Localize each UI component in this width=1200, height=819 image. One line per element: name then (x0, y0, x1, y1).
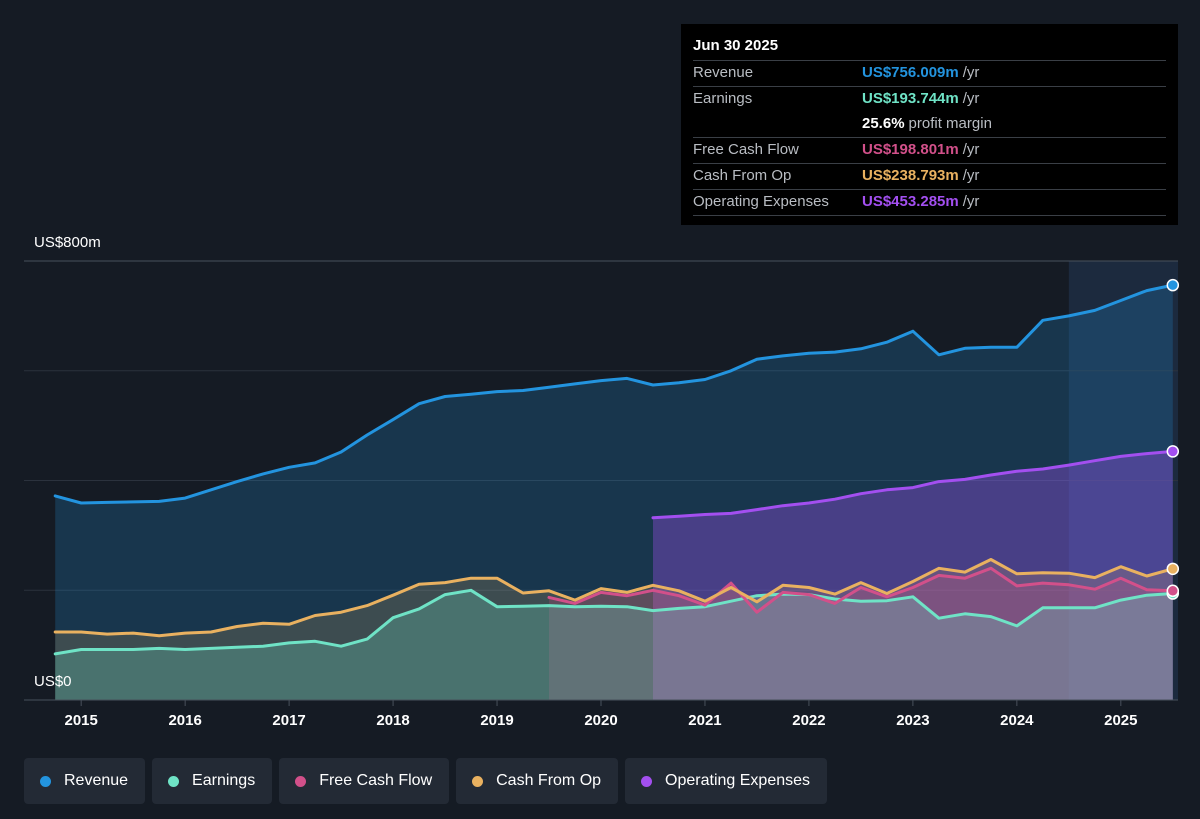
legend-item-operating-expenses[interactable]: Operating Expenses (625, 758, 828, 804)
series-end-markers (1166, 278, 1180, 600)
tooltip-row-operating-expenses: Operating Expenses US$453.285m /yr (693, 189, 1166, 216)
tooltip-value: US$198.801m (862, 141, 959, 158)
series-lines (53, 283, 1175, 656)
series-areas (55, 285, 1173, 700)
tooltip-label: Cash From Op (693, 167, 792, 184)
area-revenue (55, 285, 1173, 700)
tooltip-row-free-cash-flow: Free Cash Flow US$198.801m /yr (693, 137, 1166, 163)
tooltip-value: US$453.285m (862, 193, 959, 210)
area-earnings (55, 590, 1173, 700)
legend-item-free-cash-flow[interactable]: Free Cash Flow (279, 758, 450, 804)
tooltip-label (693, 112, 862, 137)
x-tick-label: 2019 (480, 712, 513, 729)
legend-dot (472, 775, 484, 787)
gridlines (24, 260, 1178, 701)
tooltip-unit: /yr (962, 141, 980, 158)
tooltip-unit: /yr (962, 90, 980, 107)
end-marker-operating-expenses (1166, 445, 1180, 458)
tooltip-unit: /yr (962, 193, 980, 210)
x-axis-ticks: 2015 2016 2017 2018 2019 2020 2021 2022 2023 2024… (24, 699, 1178, 729)
legend-item-revenue[interactable]: Revenue (24, 758, 146, 804)
tooltip-date: Jun 30 2025 (693, 37, 779, 54)
y-axis-top-label: US$800m (34, 234, 101, 251)
x-tick-label: 2023 (896, 712, 929, 729)
tooltip-value: 25.6% (862, 115, 905, 132)
tooltip-label: Operating Expenses (693, 193, 829, 210)
legend-label: Operating Expenses (665, 772, 811, 789)
line-earnings (53, 588, 1175, 656)
tooltip-label: Earnings (693, 90, 753, 107)
legend-item-earnings[interactable]: Earnings (152, 758, 273, 804)
legend-dot (295, 775, 307, 787)
tooltip-value: US$238.793m (862, 167, 959, 184)
end-marker-revenue (1166, 278, 1180, 292)
tooltip-value: US$756.009m (862, 64, 959, 81)
y-axis-bottom-label: US$0 (34, 673, 72, 690)
x-tick-label: 2017 (272, 712, 305, 729)
tooltip-row-cash-from-op: Cash From Op US$238.793m /yr (693, 163, 1166, 189)
legend-label: Earnings (192, 772, 256, 789)
tooltip-value: US$193.744m (862, 90, 959, 107)
chart-legend: Revenue Earnings Free Cash Flow Cash Fro… (24, 758, 828, 804)
tooltip-row-profit-margin: 25.6% profit margin (693, 112, 1166, 137)
x-tick-label: 2025 (1104, 712, 1137, 729)
legend-label: Revenue (64, 772, 129, 789)
data-tooltip: Jun 30 2025 Revenue US$756.009m /yr Earn… (681, 24, 1178, 225)
end-marker-cash-from-op (1166, 562, 1180, 576)
legend-dot (641, 775, 653, 787)
x-tick-label: 2020 (584, 712, 617, 729)
legend-label: Free Cash Flow (319, 772, 433, 789)
legend-item-cash-from-op[interactable]: Cash From Op (456, 758, 619, 804)
tooltip-label: Revenue (693, 64, 754, 81)
line-operating-expenses (651, 449, 1175, 520)
x-tick-label: 2021 (688, 712, 721, 729)
legend-dot (40, 775, 51, 787)
line-revenue (53, 283, 1175, 505)
tooltip-label: Free Cash Flow (693, 141, 799, 158)
x-tick-label: 2016 (168, 712, 201, 729)
end-marker-free-cash-flow (1166, 584, 1180, 598)
area-free-cash-flow (549, 568, 1173, 700)
legend-dot (168, 775, 180, 787)
legend-label: Cash From Op (496, 772, 602, 789)
x-tick-label: 2018 (376, 712, 409, 729)
tooltip-row-revenue: Revenue US$756.009m /yr (693, 60, 1166, 86)
tooltip-row-earnings: Earnings US$193.744m /yr (693, 86, 1166, 112)
line-free-cash-flow (547, 566, 1175, 614)
x-tick-label: 2015 (64, 712, 97, 729)
line-cash-from-op (53, 558, 1175, 638)
x-tick-label: 2024 (1000, 712, 1034, 729)
tooltip-unit: /yr (962, 167, 980, 184)
area-operating-expenses (653, 451, 1173, 700)
x-tick-label: 2022 (792, 712, 825, 729)
tooltip-unit: profit margin (908, 115, 992, 132)
tooltip-unit: /yr (962, 64, 980, 81)
